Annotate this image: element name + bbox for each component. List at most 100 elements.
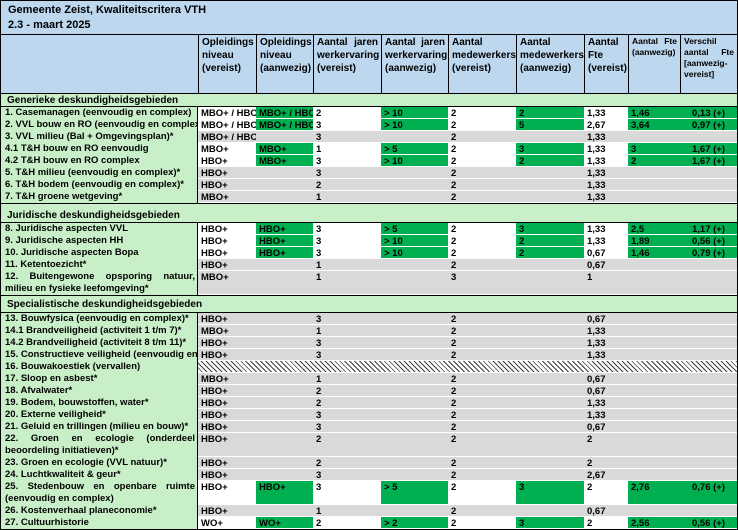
- cell-opleiding-vereist[interactable]: HBO+: [198, 385, 256, 397]
- cell-fte-aanwezig[interactable]: [628, 469, 680, 481]
- cell-opleiding-vereist[interactable]: WO+: [198, 517, 256, 529]
- cell-fte-aanwezig[interactable]: [628, 325, 680, 337]
- column-header-fte-vereist[interactable]: Aantal Fte (vereist): [584, 35, 628, 93]
- cell-fte-vereist[interactable]: 0,67: [584, 247, 628, 259]
- cell-medewerkers-vereist[interactable]: 2: [448, 385, 516, 397]
- cell-jaren-vereist[interactable]: 3: [313, 469, 381, 481]
- cell-jaren-aanwezig[interactable]: [381, 397, 448, 409]
- cell-medewerkers-aanwezig[interactable]: [516, 271, 584, 295]
- cell-fte-aanwezig[interactable]: [628, 397, 680, 409]
- cell-medewerkers-aanwezig[interactable]: [516, 457, 584, 469]
- column-header-verschil-fte[interactable]: Verschil aantal Fte [aanwezig-vereist]: [680, 35, 737, 93]
- cell-medewerkers-aanwezig[interactable]: [516, 505, 584, 517]
- cell-fte-aanwezig[interactable]: [628, 409, 680, 421]
- cell-opleiding-vereist[interactable]: MBO+ / HBO+: [198, 107, 256, 119]
- cell-medewerkers-aanwezig[interactable]: [516, 469, 584, 481]
- cell-jaren-vereist[interactable]: 1: [313, 143, 381, 155]
- cell-medewerkers-aanwezig[interactable]: 5: [516, 119, 584, 131]
- cell-verschil-fte[interactable]: 1,67 (+): [680, 143, 737, 155]
- cell-opleiding-vereist[interactable]: MBO+ / HBO+: [198, 131, 256, 143]
- row-label[interactable]: 9. Juridische aspecten HH: [1, 235, 198, 247]
- cell-fte-vereist[interactable]: 1,33: [584, 235, 628, 247]
- cell-medewerkers-vereist[interactable]: 2: [448, 131, 516, 143]
- cell-opleiding-aanwezig[interactable]: [256, 313, 313, 325]
- cell-medewerkers-aanwezig[interactable]: [516, 191, 584, 203]
- cell-opleiding-vereist[interactable]: HBO+: [198, 409, 256, 421]
- cell-opleiding-aanwezig[interactable]: WO+: [256, 517, 313, 529]
- cell-medewerkers-aanwezig[interactable]: 2: [516, 107, 584, 119]
- cell-jaren-aanwezig[interactable]: [381, 325, 448, 337]
- cell-verschil-fte[interactable]: [680, 397, 737, 409]
- cell-fte-aanwezig[interactable]: [628, 179, 680, 191]
- cell-jaren-aanwezig[interactable]: [381, 179, 448, 191]
- cell-opleiding-aanwezig[interactable]: MBO+: [256, 155, 313, 167]
- cell-fte-vereist[interactable]: 1,33: [584, 191, 628, 203]
- cell-jaren-vereist[interactable]: 3: [313, 481, 381, 505]
- cell-jaren-vereist[interactable]: 2: [313, 457, 381, 469]
- cell-verschil-fte[interactable]: [680, 433, 737, 457]
- cell-medewerkers-aanwezig[interactable]: 3: [516, 223, 584, 235]
- cell-verschil-fte[interactable]: [680, 409, 737, 421]
- cell-medewerkers-vereist[interactable]: 2: [448, 313, 516, 325]
- row-label[interactable]: 4.2 T&H bouw en RO complex: [1, 155, 198, 167]
- cell-verschil-fte[interactable]: [680, 385, 737, 397]
- cell-fte-aanwezig[interactable]: [628, 457, 680, 469]
- cell-medewerkers-vereist[interactable]: 2: [448, 457, 516, 469]
- cell-opleiding-vereist[interactable]: HBO+: [198, 259, 256, 271]
- cell-verschil-fte[interactable]: [680, 505, 737, 517]
- cell-opleiding-vereist[interactable]: HBO+: [198, 397, 256, 409]
- cell-fte-aanwezig[interactable]: 2: [628, 155, 680, 167]
- row-label[interactable]: 27. Cultuurhistorie: [1, 517, 198, 529]
- cell-fte-vereist[interactable]: 0,67: [584, 313, 628, 325]
- cell-fte-aanwezig[interactable]: [628, 421, 680, 433]
- cell-jaren-aanwezig[interactable]: > 10: [381, 119, 448, 131]
- cell-medewerkers-vereist[interactable]: 2: [448, 167, 516, 179]
- cell-jaren-aanwezig[interactable]: > 5: [381, 481, 448, 505]
- cell-verschil-fte[interactable]: [680, 325, 737, 337]
- row-label[interactable]: 16. Bouwakoestiek (vervallen): [1, 361, 198, 373]
- cell-jaren-aanwezig[interactable]: [381, 191, 448, 203]
- row-label[interactable]: 7. T&H groene wetgeving*: [1, 191, 198, 203]
- cell-opleiding-aanwezig[interactable]: [256, 397, 313, 409]
- row-label[interactable]: 8. Juridische aspecten VVL: [1, 223, 198, 235]
- cell-medewerkers-vereist[interactable]: 2: [448, 349, 516, 361]
- cell-fte-vereist[interactable]: 2: [584, 517, 628, 529]
- cell-jaren-aanwezig[interactable]: [381, 271, 448, 295]
- cell-jaren-vereist[interactable]: 1: [313, 373, 381, 385]
- cell-jaren-vereist[interactable]: 2: [313, 179, 381, 191]
- cell-opleiding-aanwezig[interactable]: HBO+: [256, 223, 313, 235]
- cell-medewerkers-vereist[interactable]: 2: [448, 397, 516, 409]
- cell-medewerkers-vereist[interactable]: 2: [448, 235, 516, 247]
- cell-jaren-aanwezig[interactable]: [381, 167, 448, 179]
- cell-medewerkers-aanwezig[interactable]: [516, 313, 584, 325]
- cell-fte-aanwezig[interactable]: [628, 131, 680, 143]
- cell-fte-aanwezig[interactable]: 3: [628, 143, 680, 155]
- cell-opleiding-vereist[interactable]: HBO+: [198, 481, 256, 505]
- row-label[interactable]: 17. Sloop en asbest*: [1, 373, 198, 385]
- cell-verschil-fte[interactable]: [680, 313, 737, 325]
- cell-opleiding-vereist[interactable]: HBO+: [198, 505, 256, 517]
- cell-opleiding-aanwezig[interactable]: [256, 421, 313, 433]
- row-label[interactable]: 26. Kostenverhaal planeconomie*: [1, 505, 198, 517]
- cell-fte-vereist[interactable]: 1: [584, 271, 628, 295]
- row-label[interactable]: 12. Buitengewone opsporing natuur, milie…: [1, 271, 198, 295]
- cell-opleiding-aanwezig[interactable]: [256, 179, 313, 191]
- cell-jaren-aanwezig[interactable]: > 10: [381, 107, 448, 119]
- cell-jaren-aanwezig[interactable]: [381, 131, 448, 143]
- cell-fte-aanwezig[interactable]: 2,56: [628, 517, 680, 529]
- row-label[interactable]: 5. T&H milieu (eenvoudig en complex)*: [1, 167, 198, 179]
- cell-fte-vereist[interactable]: 1,33: [584, 223, 628, 235]
- cell-opleiding-vereist[interactable]: HBO+: [198, 421, 256, 433]
- cell-medewerkers-vereist[interactable]: 2: [448, 107, 516, 119]
- cell-medewerkers-aanwezig[interactable]: [516, 373, 584, 385]
- column-header-jaren-vereist[interactable]: Aantal jaren werkervaring (vereist): [313, 35, 381, 93]
- cell-opleiding-vereist[interactable]: HBO+: [198, 349, 256, 361]
- cell-opleiding-vereist[interactable]: HBO+: [198, 469, 256, 481]
- cell-opleiding-vereist[interactable]: HBO+: [198, 235, 256, 247]
- cell-medewerkers-aanwezig[interactable]: [516, 325, 584, 337]
- cell-opleiding-vereist[interactable]: HBO+: [198, 433, 256, 457]
- cell-fte-aanwezig[interactable]: 1,46: [628, 247, 680, 259]
- column-header-opleiding-vereist[interactable]: Opleidings niveau (vereist): [198, 35, 256, 93]
- cell-medewerkers-vereist[interactable]: 2: [448, 517, 516, 529]
- cell-medewerkers-vereist[interactable]: 2: [448, 481, 516, 505]
